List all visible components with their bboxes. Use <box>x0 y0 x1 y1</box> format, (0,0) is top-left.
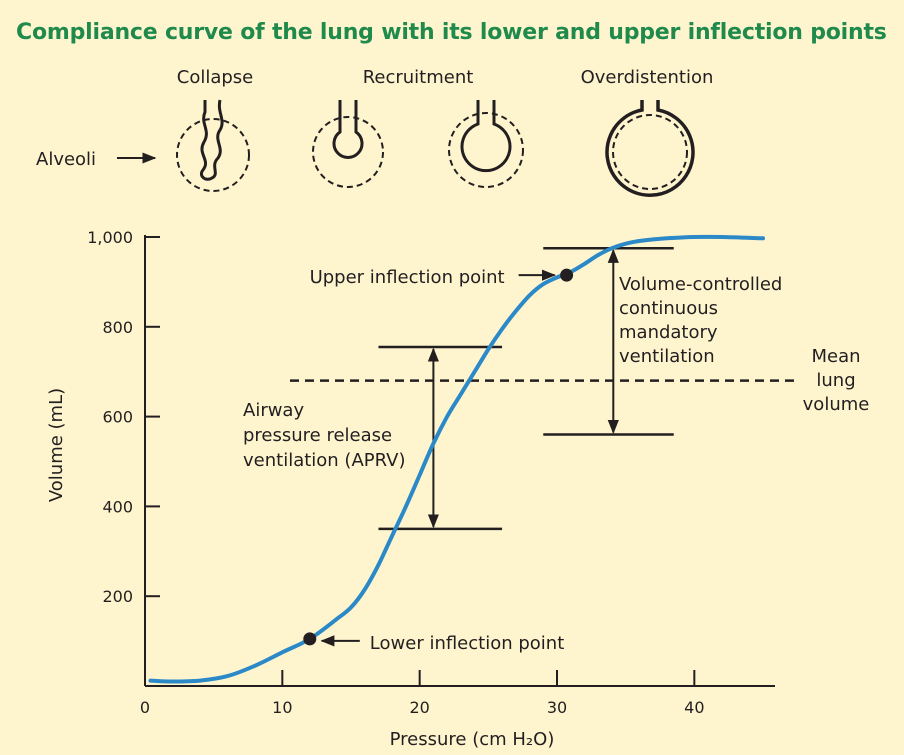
y-tick-label: 400 <box>102 497 133 516</box>
x-axis-label: Pressure (cm H₂O) <box>390 729 555 750</box>
alveoli-state-collapse: Collapse <box>177 67 254 88</box>
alveoli-state-recruitment: Recruitment <box>363 67 474 88</box>
x-tick-label: 30 <box>547 698 567 717</box>
aprv-label-line: pressure release <box>243 425 392 446</box>
overdistended-alveolus-icon <box>605 100 695 197</box>
vc-cmv-label-line: Volume-controlled <box>619 274 782 295</box>
alveoli-diagram: Alveoli Collapse Recruitment Overdistent… <box>36 67 714 197</box>
mean-lung-volume-label-line: volume <box>803 394 870 415</box>
y-axis-label: Volume (mL) <box>46 388 67 502</box>
figure-title: Compliance curve of the lung with its lo… <box>16 20 887 45</box>
vc-cmv-label-line: continuous <box>619 298 718 319</box>
mean-lung-volume-label-line: Mean <box>811 346 860 367</box>
alveoli-label: Alveoli <box>36 149 96 170</box>
vc-cmv-label-line: ventilation <box>619 346 715 367</box>
upper-inflection-label: Upper inflection point <box>310 267 505 288</box>
collapsed-alveolus-icon <box>176 99 250 192</box>
x-tick-label: 40 <box>684 698 704 717</box>
y-tick-label: 800 <box>102 318 133 337</box>
aprv-label-line: ventilation (APRV) <box>243 450 405 471</box>
mean-lung-volume-label-line: lung <box>816 370 855 391</box>
y-tick-label: 1,000 <box>87 228 133 247</box>
x-tick-label: 10 <box>272 698 292 717</box>
y-tick-label: 200 <box>102 587 133 606</box>
compliance-curve-line <box>148 234 765 684</box>
x-tick-label: 20 <box>409 698 429 717</box>
lower-inflection-point <box>303 632 317 646</box>
lower-inflection-label: Lower inflection point <box>370 633 564 654</box>
upper-inflection-point <box>560 268 574 282</box>
y-tick-label: 600 <box>102 408 133 427</box>
recruiting-alveolus-icon <box>312 100 384 188</box>
x-tick-label: 0 <box>140 698 150 717</box>
aprv-label-line: Airway <box>243 400 304 421</box>
vc-cmv-label-line: mandatory <box>619 322 718 343</box>
alveoli-state-overdistention: Overdistention <box>581 67 714 88</box>
recruited-alveolus-icon <box>448 100 524 188</box>
